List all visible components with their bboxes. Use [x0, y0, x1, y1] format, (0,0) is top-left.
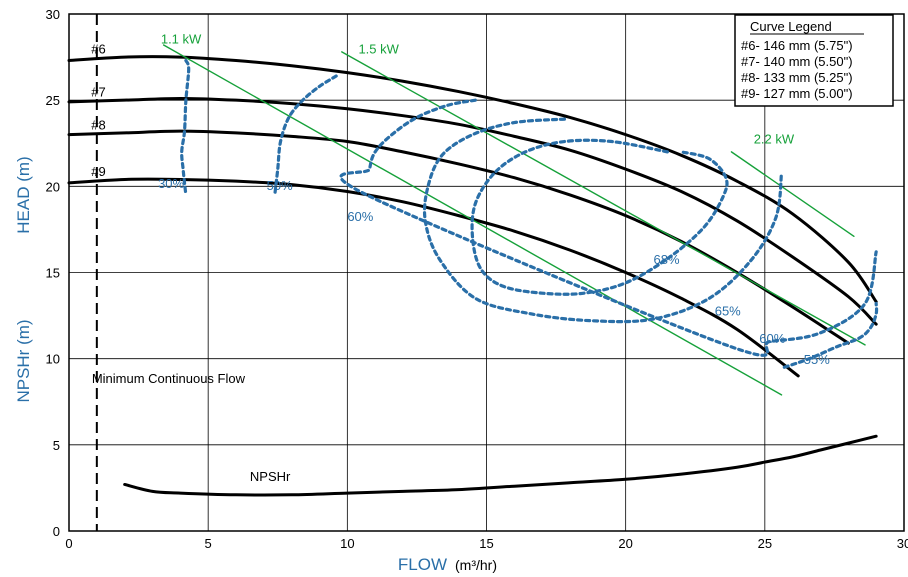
series-layer: [67, 44, 879, 497]
y-tick-0: 0: [53, 524, 60, 539]
x-axis-label: FLOW: [398, 555, 447, 574]
y-tick-15: 15: [46, 266, 60, 281]
series-6-line: [67, 55, 878, 304]
efficiency-label-60-5: 60%: [759, 331, 785, 346]
efficiency-label-60-2: 60%: [347, 209, 373, 224]
x-tick-10: 10: [340, 536, 354, 551]
series-npshr-line: [123, 434, 878, 497]
efficiency-label-68-3: 68%: [654, 252, 680, 267]
x-tick-20: 20: [618, 536, 632, 551]
series-2-2-kw-line: [730, 151, 855, 238]
series-50-line: [273, 74, 338, 195]
series-1-5-kw-line: [341, 51, 866, 346]
x-tick-0: 0: [65, 536, 72, 551]
curve-legend: Curve Legend #6- 146 mm (5.75") #7- 140 …: [734, 14, 894, 107]
y-tick-20: 20: [46, 179, 60, 194]
labels-layer: #6 #7 #8 #9 NPSHr 30% 50% 60% 68% 65% 60% 55% 1.1 kW…: [91, 31, 830, 484]
series-60-line: [339, 98, 878, 357]
legend-box: [734, 14, 894, 107]
series-9-line: [67, 177, 800, 378]
series-30-line: [180, 58, 191, 197]
power-label-1-1-kw-0: 1.1 kW: [161, 31, 202, 46]
x-tick-25: 25: [758, 536, 772, 551]
legend-entry-6: #6- 146 mm (5.75"): [741, 38, 853, 53]
power-label-2-2-kw-2: 2.2 kW: [754, 131, 795, 146]
y-tick-25: 25: [46, 93, 60, 108]
series-55-line: [782, 301, 879, 369]
legend-entry-7: #7- 140 mm (5.50"): [741, 54, 853, 69]
y-tick-10: 10: [46, 352, 60, 367]
curve-label-8-2: #8: [91, 117, 105, 132]
efficiency-label-55-6: 55%: [804, 352, 830, 367]
power-label-1-5-kw-1: 1.5 kW: [358, 42, 399, 57]
legend-entry-8: #8- 133 mm (5.25"): [741, 70, 853, 85]
y-tick-5: 5: [53, 438, 60, 453]
curve-label-7-1: #7: [91, 85, 105, 100]
min-continuous-flow-label: Minimum Continuous Flow: [92, 371, 246, 386]
series-8-line: [67, 129, 850, 345]
efficiency-label-30-0: 30%: [158, 176, 184, 191]
legend-title: Curve Legend: [750, 19, 832, 34]
curve-label-6-0: #6: [91, 42, 105, 57]
x-tick-15: 15: [479, 536, 493, 551]
series-65-line: [422, 117, 784, 324]
x-tick-5: 5: [205, 536, 212, 551]
curve-label-npshr-4: NPSHr: [250, 469, 291, 484]
x-tick-labels: 0 5 10 15 20 25 30: [65, 536, 908, 551]
series-68-line: [470, 138, 729, 296]
plot-frame: [68, 13, 905, 532]
legend-entry-9: #9- 127 mm (5.00"): [741, 86, 853, 101]
curve-label-9-3: #9: [91, 164, 105, 179]
y-tick-30: 30: [46, 7, 60, 22]
y-axis-label-head: HEAD (m): [14, 156, 33, 233]
efficiency-label-65-4: 65%: [715, 304, 741, 319]
series-7-line: [67, 96, 878, 326]
x-axis-unit: (m³/hr): [455, 557, 497, 573]
y-tick-labels: 0 5 10 15 20 25 30: [46, 7, 60, 539]
y-axis-label-npshr: NPSHr (m): [14, 319, 33, 402]
x-tick-30: 30: [897, 536, 908, 551]
efficiency-label-50-1: 50%: [267, 178, 293, 193]
